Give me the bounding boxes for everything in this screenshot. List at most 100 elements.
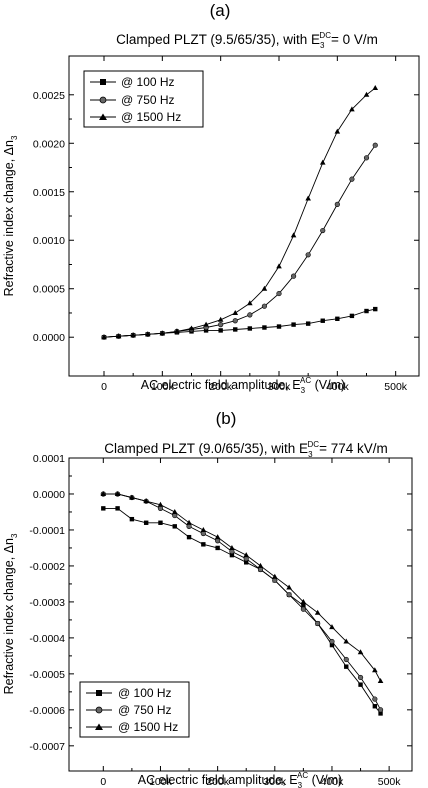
data-point-triangle [272, 573, 278, 579]
data-point-triangle [329, 624, 335, 630]
data-point-circle [372, 696, 378, 702]
y-axis-label-b: Refractive index change, Δn3 [2, 533, 19, 694]
xlabel-sup-a: AC [300, 376, 311, 385]
legend-label-b-1500hz: @ 1500 Hz [118, 720, 178, 734]
x-tick-label: 100k [151, 381, 175, 393]
xlabel-sub-b: 3 [298, 781, 303, 788]
data-point-circle [232, 318, 238, 324]
data-point-square [378, 711, 383, 716]
data-point-square [344, 664, 349, 669]
x-axis-label-a: AC electric field amplitude, E3AC (V/m) [141, 376, 345, 395]
xlabel-main-a: AC electric field amplitude, E [141, 378, 301, 392]
y-tick-label: -0.0001 [29, 525, 65, 537]
data-point-circle [290, 273, 297, 279]
ylabel-main-b: Refractive index change, Δn [2, 538, 16, 694]
data-point-triangle [314, 609, 321, 615]
y-ticks-a: 0.0000 0.0005 0.0010 0.0015 0.0020 0.0025 [33, 90, 419, 344]
x-tick-label: 0 [101, 381, 107, 393]
chart-title-b: Clamped PLZT (9.0/65/35), with E3DC= 774… [104, 440, 388, 459]
data-point-square [305, 321, 311, 326]
x-tick-label: 200k [206, 776, 230, 788]
data-point-triangle [200, 526, 207, 532]
data-point-square [129, 516, 135, 522]
y-tick-label: 0.0020 [33, 138, 65, 150]
data-point-triangle [229, 544, 235, 550]
legend-marker-a-1500hz [99, 113, 107, 120]
data-point-triangle [129, 494, 135, 500]
data-point-circle [320, 227, 326, 234]
data-point-triangle [203, 321, 209, 327]
title-sup-b: DC [308, 440, 320, 449]
x-tick-label: 200k [209, 381, 233, 393]
data-point-triangle [257, 562, 264, 568]
x-tick-label: 400k [321, 776, 345, 788]
x-axis-label-b: AC electric field amplitude, E3AC (V/m) [138, 771, 342, 788]
series-line-square [103, 308, 376, 338]
data-point-triangle [143, 498, 149, 504]
data-point-triangle [130, 332, 136, 338]
data-point-triangle [363, 91, 370, 97]
data-point-triangle [214, 534, 221, 540]
series-line-triangle [103, 87, 376, 338]
data-point-triangle [343, 638, 350, 644]
y-tick-label: 0.0000 [33, 332, 65, 344]
data-point-circle [300, 606, 306, 612]
data-point-triangle [144, 331, 151, 337]
data-point-triangle [305, 195, 311, 201]
data-point-square [233, 327, 238, 332]
legend-marker-a-100hz [100, 79, 106, 85]
data-point-circle [377, 707, 384, 713]
data-point-triangle [290, 232, 297, 238]
chart-panel-a: (a) Clamped PLZT (9.5/65/35), with E3DC=… [2, 1, 420, 395]
data-point-triangle [349, 106, 355, 112]
xlabel-sup-b: AC [297, 771, 308, 780]
x-tick-label: 500k [378, 776, 402, 788]
data-point-square [262, 325, 267, 330]
legend-marker-a-750hz [99, 96, 107, 104]
data-point-triangle [232, 309, 239, 315]
legend-label-a-100hz: @ 100 Hz [121, 75, 175, 89]
legend-label-b-750hz: @ 750 Hz [118, 703, 172, 717]
data-point-square [218, 328, 223, 333]
data-point-circle [349, 176, 355, 182]
data-point-triangle [286, 584, 292, 590]
legend-marker-b-750hz [95, 706, 103, 714]
title-main-b: Clamped PLZT (9.0/65/35), with E [104, 441, 308, 456]
data-point-square [329, 642, 335, 648]
data-point-triangle [115, 333, 122, 339]
data-point-square [201, 542, 206, 547]
data-point-triangle [334, 128, 341, 134]
chart-title-a: Clamped PLZT (9.5/65/35), with E3DC= 0 V… [116, 31, 378, 50]
data-point-triangle [159, 330, 166, 336]
data-point-square [373, 306, 378, 312]
series-group-a [101, 85, 379, 340]
legend-label-a-750hz: @ 750 Hz [121, 93, 175, 107]
data-point-circle [315, 620, 321, 627]
data-point-square [203, 328, 209, 333]
data-point-triangle [217, 316, 224, 322]
data-point-triangle [300, 598, 307, 604]
xlabel-main-b: AC electric field amplitude, E [138, 773, 298, 787]
legend-marker-b-100hz [96, 690, 102, 696]
title-sub-a: 3 [320, 41, 325, 50]
y-tick-label: 0.0015 [33, 187, 65, 199]
y-tick-label: 0.0005 [33, 284, 65, 296]
y-axis-label-a: Refractive index change, Δn3 [2, 135, 19, 296]
data-point-circle [218, 322, 224, 328]
data-point-circle [247, 312, 253, 318]
data-point-circle [261, 303, 268, 309]
data-point-triangle [276, 263, 282, 269]
legend-b: @ 100 Hz @ 750 Hz @ 1500 Hz [79, 681, 190, 738]
title-sup-a: DC [319, 31, 331, 40]
data-point-circle [329, 638, 335, 645]
data-point-square [276, 324, 282, 329]
panel-letter-b: (b) [216, 409, 237, 428]
data-point-triangle [261, 285, 268, 291]
series-line-circle [103, 493, 381, 711]
x-tick-label: 300k [263, 776, 287, 788]
data-point-triangle [243, 552, 250, 558]
data-point-triangle [357, 649, 364, 655]
data-point-triangle [372, 667, 378, 673]
data-point-square [172, 524, 177, 529]
